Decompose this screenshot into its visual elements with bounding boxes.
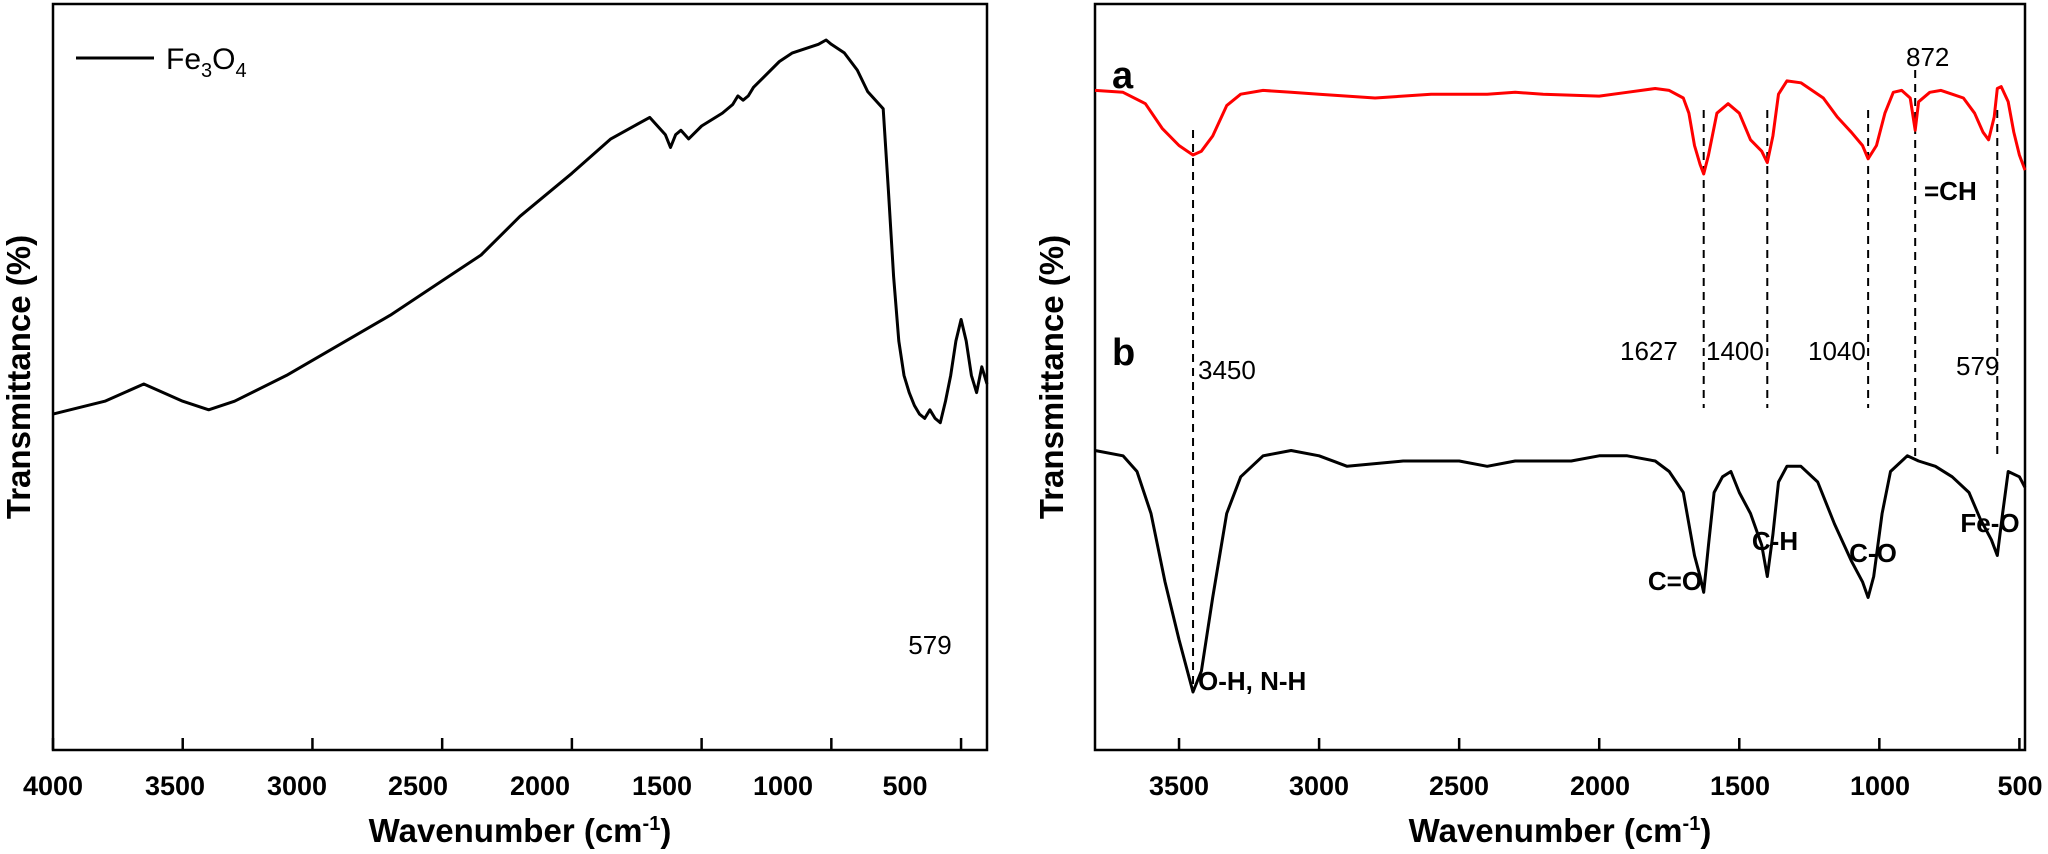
legend-label: Fe3O4	[166, 43, 247, 82]
left-tick-label: 1000	[753, 771, 813, 801]
right-plot-frame	[1093, 2, 2027, 752]
left-tick-label: 2000	[510, 771, 570, 801]
peak-label-579: 579	[1956, 351, 1999, 381]
right-x-ticks	[1177, 738, 2021, 750]
right-tick-label: 3000	[1289, 771, 1349, 801]
left-tick-label: 500	[882, 771, 927, 801]
peak-label-1040: 1040	[1808, 336, 1866, 366]
left-chart: 4000 3500 3000 2500 2000 1500 1000 500 W…	[0, 2, 989, 849]
band-label-c-h: C-H	[1752, 526, 1798, 556]
series-line-b	[1094, 449, 2027, 694]
right-tick-label: 3500	[1149, 771, 1209, 801]
panel-label-a: a	[1112, 55, 1134, 97]
band-label-c-double-o: C=O	[1648, 566, 1702, 596]
right-chart: 3500 3000 2500 2000 1500 1000 500 Wavenu…	[1033, 2, 2043, 849]
left-tick-label: 3000	[267, 771, 327, 801]
panel-label-b: b	[1112, 332, 1135, 374]
band-label-fe-o: Fe-O	[1960, 508, 2019, 538]
peak-reference-lines	[1192, 70, 1999, 690]
left-x-ticks	[51, 738, 963, 750]
right-tick-label: 1000	[1850, 771, 1910, 801]
right-tick-label: 2500	[1429, 771, 1489, 801]
right-tick-label: 1500	[1710, 771, 1770, 801]
right-x-axis-title: Wavenumber (cm-1)	[1409, 812, 1712, 849]
left-tick-label: 3500	[145, 771, 205, 801]
peak-label-3450: 3450	[1198, 355, 1256, 385]
right-tick-label: 500	[1997, 771, 2042, 801]
left-x-axis-title: Wavenumber (cm-1)	[369, 812, 672, 849]
band-label-oh-nh: O-H, N-H	[1198, 666, 1306, 696]
right-tick-label: 2000	[1570, 771, 1630, 801]
left-tick-label: 1500	[632, 771, 692, 801]
series-line-fe3o4	[52, 38, 989, 425]
peak-label-1627: 1627	[1620, 336, 1678, 366]
peak-label-872: 872	[1906, 42, 1949, 72]
right-y-axis-title: Transmittance (%)	[1033, 235, 1070, 519]
series-line-a	[1094, 79, 2027, 176]
left-plot-frame	[51, 2, 989, 752]
left-y-axis-title: Transmittance (%)	[0, 235, 37, 519]
peak-label-579: 579	[908, 630, 951, 660]
left-tick-label: 4000	[23, 771, 83, 801]
peak-label-1400: 1400	[1706, 336, 1764, 366]
band-label-eq-ch: =CH	[1924, 176, 1977, 206]
left-tick-label: 2500	[388, 771, 448, 801]
band-label-c-o: C-O	[1849, 538, 1897, 568]
